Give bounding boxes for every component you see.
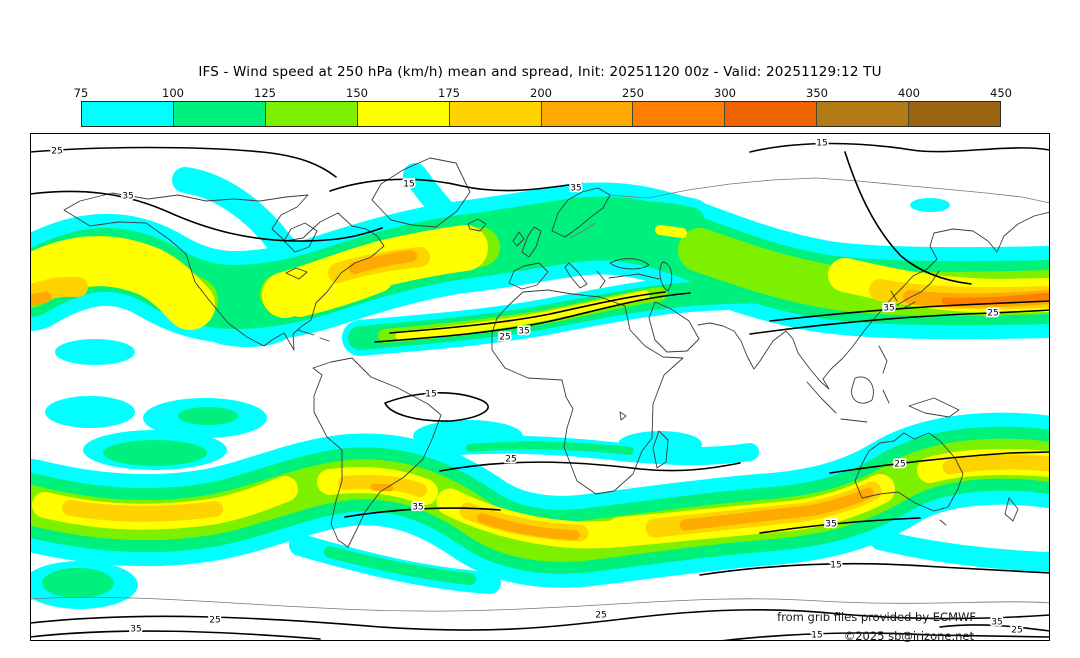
colorbar-tick: 450 — [990, 86, 1012, 100]
colorbar-segment — [909, 102, 1001, 126]
colorbar-segment — [357, 102, 450, 126]
colorbar-scale — [81, 101, 1001, 127]
contour-label: 15 — [830, 561, 841, 571]
contour-label: 35 — [130, 625, 141, 635]
colorbar-segment — [265, 102, 358, 126]
colorbar-tick: 350 — [806, 86, 828, 100]
contour-label: 35 — [825, 520, 836, 530]
colorbar-segment — [449, 102, 542, 126]
colorbar: 75 100 125 150 175 200 250 300 350 400 450 — [74, 86, 1012, 128]
attribution-source: from grib files provided by ECMWF — [777, 610, 976, 624]
contour-label: 35 — [122, 192, 133, 202]
contour-label: 35 — [412, 503, 423, 513]
colorbar-tick: 75 — [73, 86, 89, 100]
jet-stream-fills — [30, 163, 1050, 609]
contour-label: 25 — [987, 309, 998, 319]
colorbar-tick: 200 — [530, 86, 552, 100]
contour-label: 25 — [209, 616, 220, 626]
contour-label: 35 — [518, 327, 529, 337]
contour-label: 35 — [883, 304, 894, 314]
colorbar-tick: 400 — [898, 86, 920, 100]
colorbar-segment — [817, 102, 910, 126]
colorbar-tick: 150 — [346, 86, 368, 100]
colorbar-tick: 125 — [254, 86, 276, 100]
colorbar-segment — [725, 102, 818, 126]
contour-label: 25 — [595, 611, 606, 621]
colorbar-segment — [541, 102, 634, 126]
colorbar-tick: 250 — [622, 86, 644, 100]
map-border — [30, 133, 1050, 641]
attribution-copyright: ©2025 sb@irizone.net — [843, 629, 974, 643]
page-title: IFS - Wind speed at 250 hPa (km/h) mean … — [198, 64, 882, 80]
contour-label: 25 — [1011, 626, 1022, 636]
contour-label: 35 — [570, 184, 581, 194]
contour-label: 25 — [499, 333, 510, 343]
contour-label: 15 — [403, 180, 414, 190]
colorbar-segment — [82, 102, 174, 126]
contour-label: 25 — [51, 147, 62, 157]
contour-label-group: 25 35 15 35 15 35 25 25 35 15 25 25 35 35 15 25 35 25 15 35… — [50, 137, 1025, 641]
colorbar-tick: 175 — [438, 86, 460, 100]
coastlines — [30, 157, 1050, 612]
colorbar-tick-labels: 75 100 125 150 175 200 250 300 350 400 450 — [74, 86, 1012, 100]
contour-label: 15 — [811, 631, 822, 641]
colorbar-tick: 300 — [714, 86, 736, 100]
contour-label: 15 — [816, 139, 827, 149]
contour-label: 25 — [894, 460, 905, 470]
contour-label: 35 — [991, 618, 1002, 628]
colorbar-segment — [173, 102, 266, 126]
contour-label: 15 — [425, 390, 436, 400]
colorbar-tick: 100 — [162, 86, 184, 100]
colorbar-segment — [633, 102, 726, 126]
spread-contours — [30, 142, 1050, 641]
contour-label: 25 — [505, 455, 516, 465]
